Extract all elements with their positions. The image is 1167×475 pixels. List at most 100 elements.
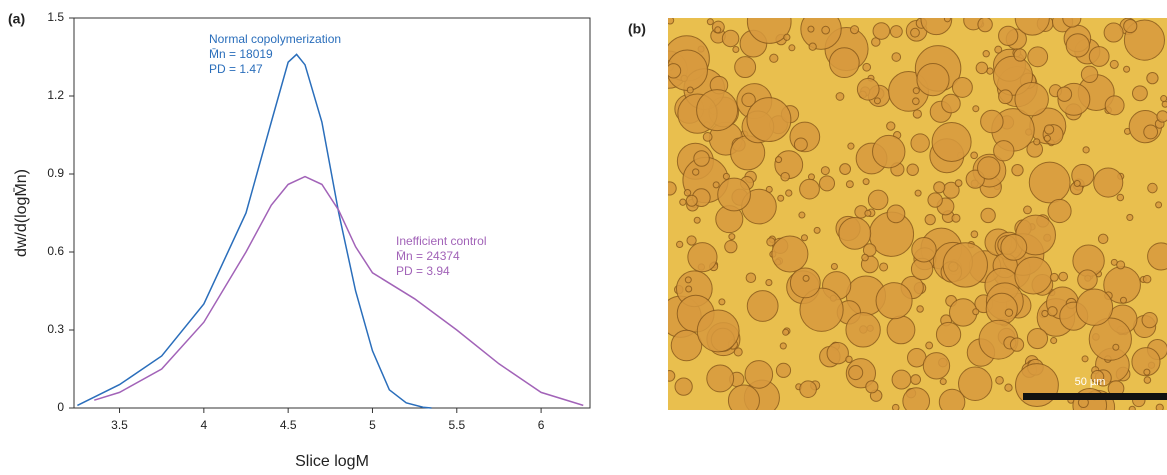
droplet xyxy=(1080,65,1099,84)
droplet xyxy=(1155,403,1164,410)
droplet xyxy=(911,237,937,263)
droplet xyxy=(1116,193,1125,202)
series-label: Inefficient control xyxy=(396,234,487,248)
droplet xyxy=(1043,124,1055,135)
droplet xyxy=(783,33,791,41)
droplet xyxy=(1015,363,1059,408)
x-tick-label: 3.5 xyxy=(111,418,128,432)
droplet xyxy=(998,25,1019,46)
droplet xyxy=(1041,309,1049,318)
droplet xyxy=(800,18,842,50)
droplet xyxy=(745,272,757,284)
droplet xyxy=(1047,306,1058,317)
droplet xyxy=(693,216,701,224)
droplet xyxy=(696,309,740,353)
droplet xyxy=(799,380,817,399)
droplet xyxy=(714,26,722,34)
droplet xyxy=(724,240,738,254)
droplet xyxy=(1112,343,1120,351)
droplet xyxy=(679,198,687,206)
droplet xyxy=(1013,48,1027,62)
droplet xyxy=(925,341,934,350)
panel-label: (a) xyxy=(8,11,25,27)
droplet xyxy=(683,189,692,197)
droplet xyxy=(954,179,963,187)
droplet xyxy=(668,18,675,25)
droplet xyxy=(685,285,693,293)
droplet xyxy=(977,156,1001,180)
droplet xyxy=(828,47,860,79)
droplet xyxy=(889,25,903,38)
droplet xyxy=(942,242,988,288)
droplet xyxy=(1000,233,1028,261)
droplet xyxy=(1081,355,1089,363)
droplet xyxy=(847,142,855,150)
droplet xyxy=(1141,311,1158,329)
x-tick-label: 5.5 xyxy=(448,418,465,432)
droplet xyxy=(998,89,1013,105)
droplet xyxy=(985,292,1018,326)
droplet xyxy=(1043,134,1051,142)
droplet xyxy=(1103,22,1124,43)
droplet xyxy=(879,262,889,272)
droplet xyxy=(1109,59,1119,69)
droplet xyxy=(1050,337,1058,345)
droplet xyxy=(706,364,735,393)
droplet xyxy=(1014,81,1049,117)
droplet xyxy=(1147,242,1167,271)
droplet xyxy=(886,204,906,224)
droplet xyxy=(1004,383,1013,392)
droplet xyxy=(970,230,979,239)
droplet xyxy=(722,172,730,180)
droplet xyxy=(734,56,757,79)
droplet xyxy=(862,178,870,186)
droplet xyxy=(785,189,793,197)
droplet xyxy=(1056,86,1073,102)
droplet xyxy=(1146,71,1159,85)
droplet xyxy=(771,235,809,273)
droplet xyxy=(692,168,700,176)
y-axis-label: dw/d(logM̄n) xyxy=(13,169,30,257)
droplet xyxy=(839,163,852,175)
droplet xyxy=(1049,272,1059,282)
droplet xyxy=(808,42,817,51)
droplet xyxy=(1160,95,1167,103)
droplet xyxy=(765,279,773,287)
droplet xyxy=(906,163,919,176)
series-note: PD = 1.47 xyxy=(209,62,263,76)
droplet xyxy=(939,378,947,386)
series-note: M̄n = 18019 xyxy=(209,47,273,61)
droplet xyxy=(1062,18,1082,28)
droplet xyxy=(891,403,900,410)
droplet xyxy=(856,77,880,101)
droplet xyxy=(872,22,891,40)
droplet xyxy=(972,308,980,316)
y-tick-label: 1.5 xyxy=(47,10,64,24)
droplet xyxy=(864,209,872,217)
droplet xyxy=(668,63,682,79)
droplet xyxy=(685,194,698,207)
droplet xyxy=(972,105,980,113)
droplet xyxy=(943,18,951,23)
droplet xyxy=(891,369,912,390)
droplet xyxy=(994,45,1003,54)
droplet xyxy=(951,76,973,98)
droplet xyxy=(1014,18,1050,36)
droplet xyxy=(1104,95,1125,116)
droplet xyxy=(993,140,1015,162)
droplet xyxy=(668,370,676,382)
droplet xyxy=(728,233,736,241)
droplet xyxy=(668,181,677,196)
droplet xyxy=(845,180,854,189)
droplet xyxy=(1058,271,1069,282)
droplet xyxy=(818,175,836,192)
droplet xyxy=(1077,269,1098,290)
droplet xyxy=(769,53,779,63)
x-tick-label: 4.5 xyxy=(280,418,297,432)
y-tick-label: 0 xyxy=(57,400,64,414)
droplet xyxy=(732,45,740,53)
droplet xyxy=(744,360,774,389)
droplet xyxy=(910,133,930,153)
droplet xyxy=(746,97,792,143)
